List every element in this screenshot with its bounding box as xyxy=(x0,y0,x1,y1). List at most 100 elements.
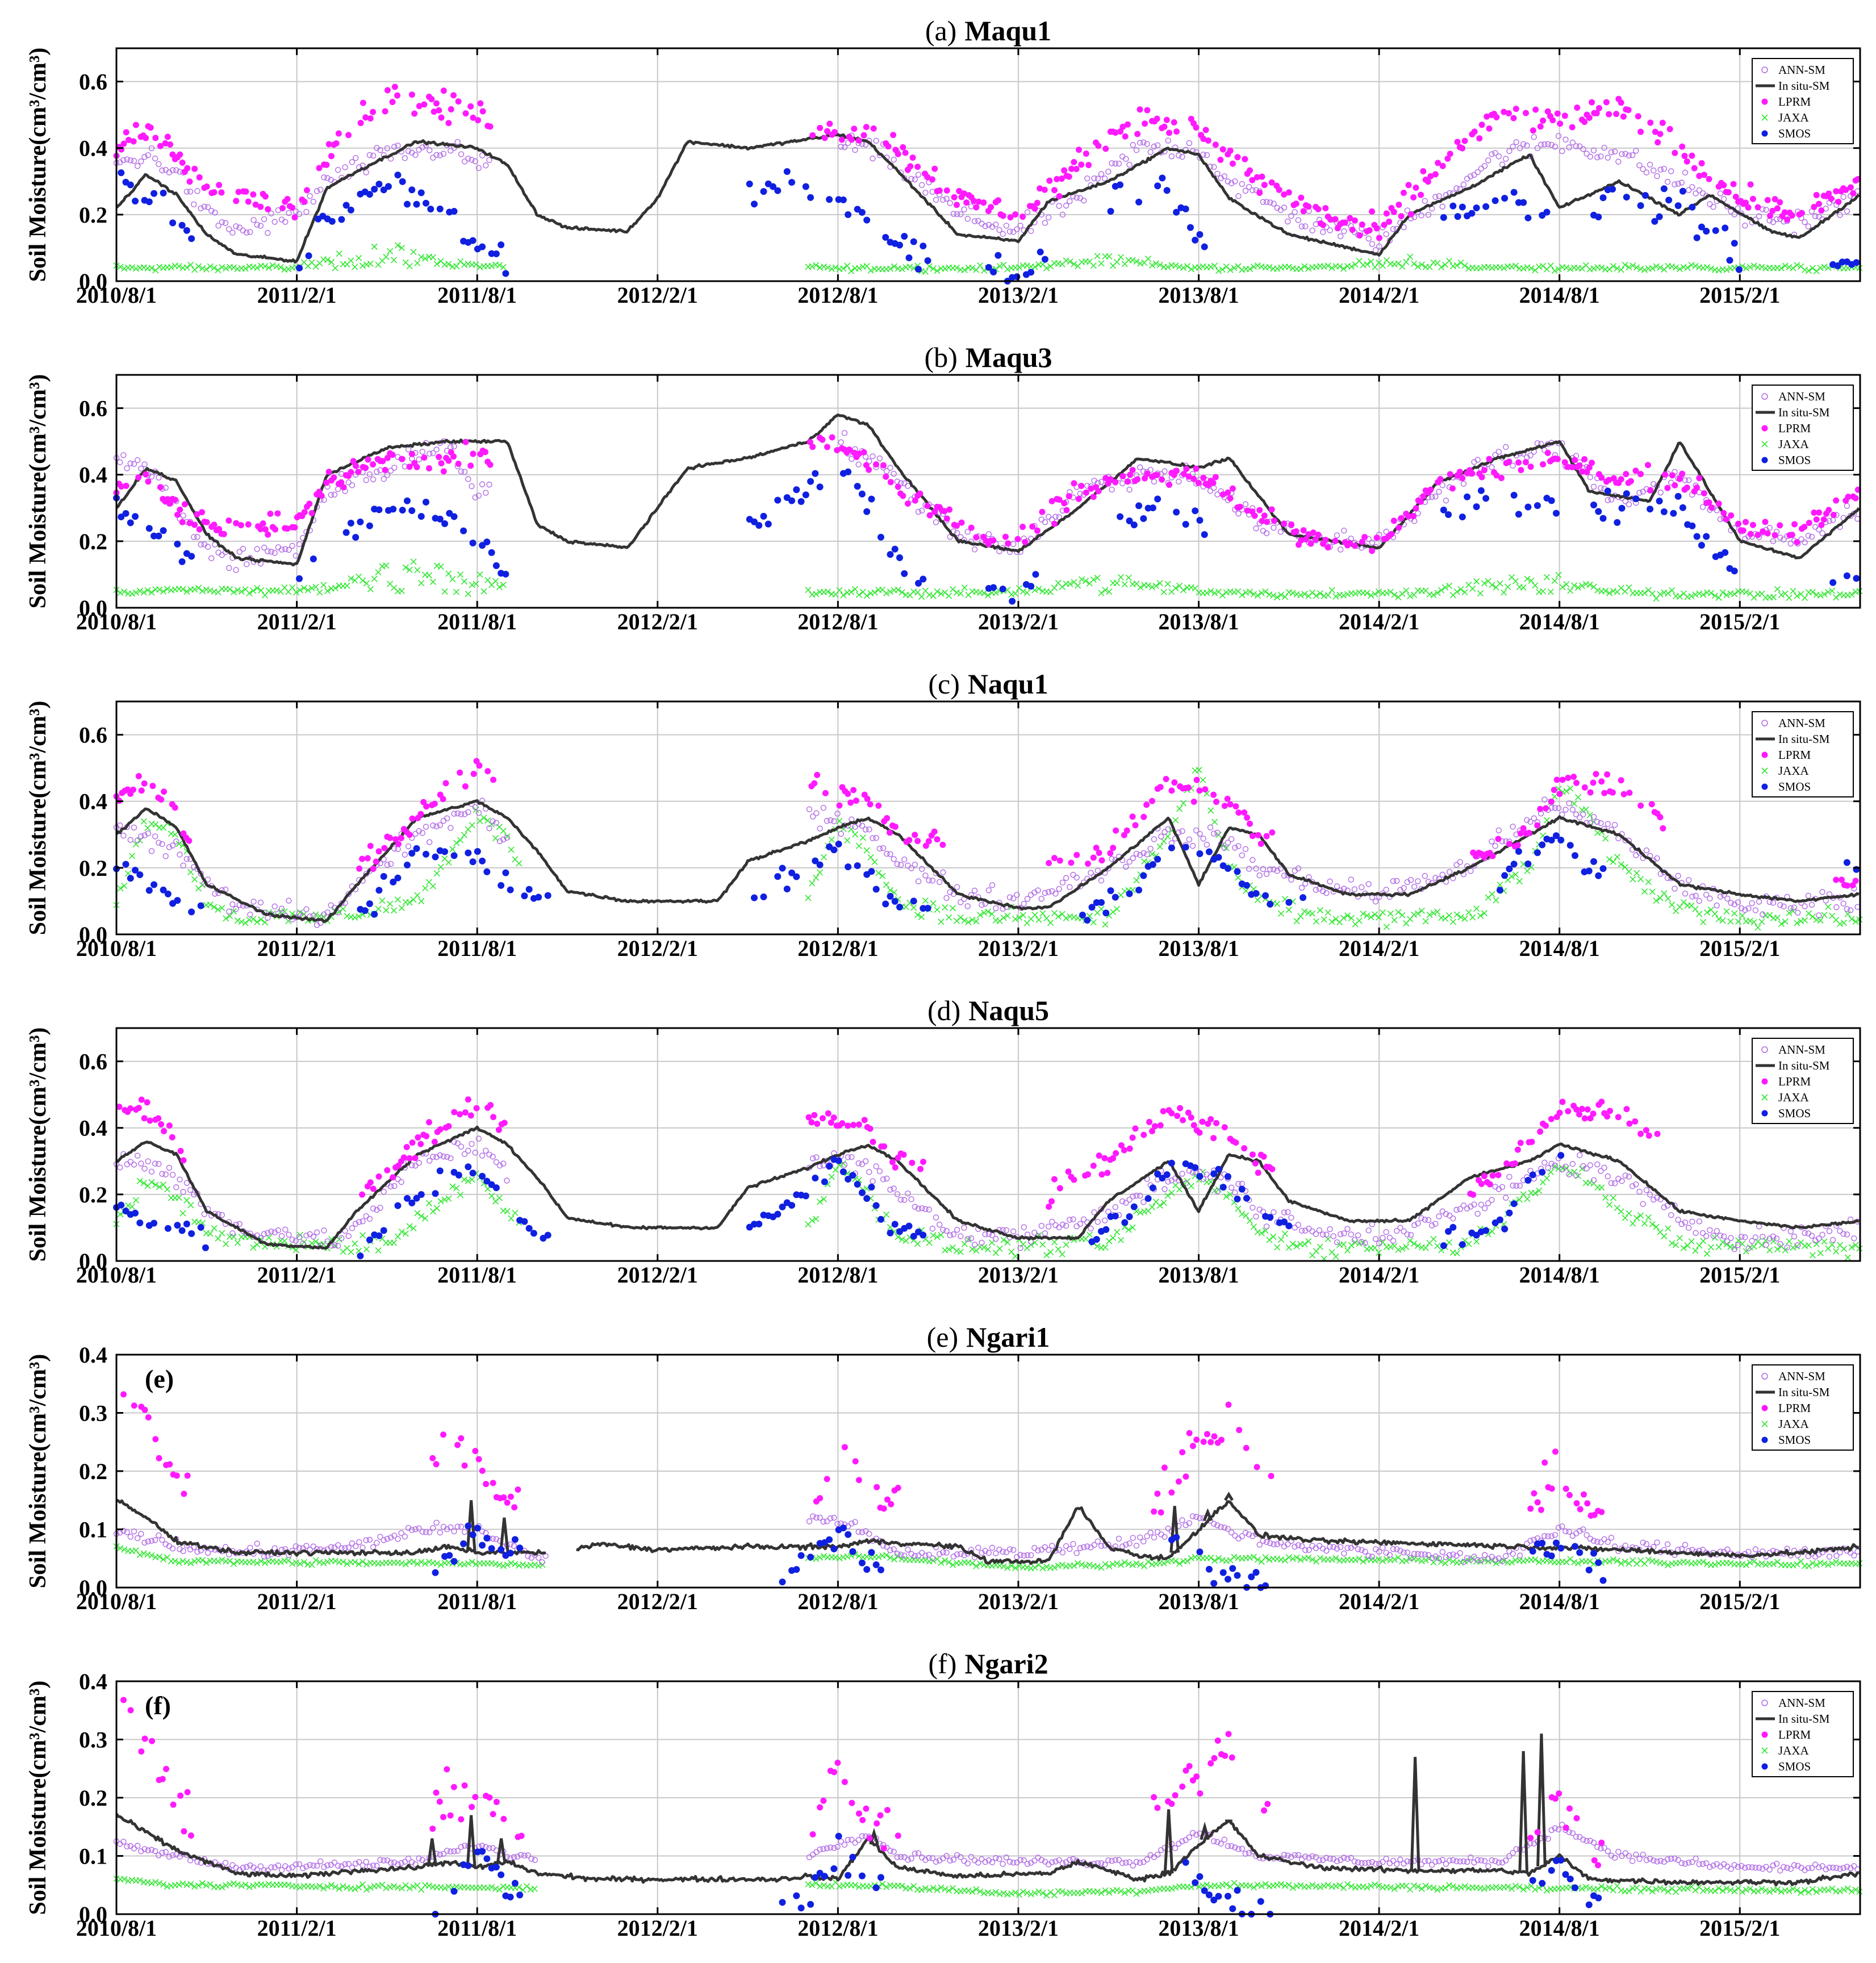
lprm-point xyxy=(438,114,445,121)
ann-sm-point xyxy=(1428,494,1435,500)
lprm-point xyxy=(462,1109,469,1116)
ann-sm-point xyxy=(1207,487,1214,494)
lprm-point xyxy=(1542,805,1549,812)
jaxa-point xyxy=(1661,589,1668,596)
jaxa-point xyxy=(1172,262,1179,269)
jaxa-point xyxy=(1489,582,1495,588)
jaxa-point xyxy=(1379,909,1386,916)
lprm-point xyxy=(1132,822,1139,829)
ann-sm-point xyxy=(1566,144,1572,151)
smos-point xyxy=(1834,262,1841,269)
smos-point xyxy=(483,538,491,546)
jaxa-point xyxy=(500,828,507,834)
lprm-point xyxy=(1332,537,1339,544)
jaxa-point xyxy=(1731,591,1738,598)
smos-point xyxy=(891,1221,899,1228)
lprm-point xyxy=(1447,471,1453,478)
lprm-point xyxy=(218,189,225,196)
ann-sm-point xyxy=(1210,164,1217,170)
jaxa-point xyxy=(1293,591,1300,598)
smos-point xyxy=(127,875,134,882)
ann-sm-point xyxy=(1485,157,1491,164)
smos-point xyxy=(1130,1203,1138,1210)
jaxa-point xyxy=(371,243,378,250)
lprm-point xyxy=(1046,177,1053,184)
smos-point xyxy=(1679,187,1686,195)
smos-point xyxy=(863,1194,871,1202)
lprm-point xyxy=(1112,479,1119,486)
lprm-point xyxy=(328,153,335,160)
lprm-point xyxy=(1505,110,1512,116)
jaxa-point xyxy=(1445,582,1452,589)
lprm-point xyxy=(1708,504,1715,511)
lprm-point xyxy=(1694,485,1700,491)
jaxa-point xyxy=(352,264,358,270)
lprm-point xyxy=(1126,1145,1133,1152)
smos-point xyxy=(760,188,767,195)
lprm-point xyxy=(1056,1185,1063,1192)
lprm-point xyxy=(1161,123,1168,130)
lprm-point xyxy=(470,770,477,777)
legend-marker-lprm xyxy=(1761,98,1768,105)
lprm-point xyxy=(1012,211,1019,218)
jaxa-point xyxy=(1481,580,1488,587)
ann-sm-point xyxy=(1513,139,1519,145)
legend-label: In situ-SM xyxy=(1778,732,1830,746)
jaxa-point xyxy=(1090,919,1097,926)
lprm-point xyxy=(284,195,291,202)
lprm-point xyxy=(1581,456,1588,463)
ann-sm-point xyxy=(282,219,289,225)
y-axis-label: Soil Moisture(cm³/cm³) xyxy=(25,374,51,609)
lprm-point xyxy=(120,140,127,147)
ann-sm-point xyxy=(363,477,369,483)
smos-point xyxy=(1186,224,1194,231)
lprm-point xyxy=(345,132,352,139)
lprm-point xyxy=(1020,524,1026,531)
lprm-point xyxy=(895,483,901,490)
smos-point xyxy=(1623,490,1630,498)
smos-point xyxy=(1140,515,1147,523)
jaxa-point xyxy=(1360,911,1367,917)
jaxa-point xyxy=(1379,262,1386,269)
smos-point xyxy=(1102,909,1110,917)
smos-point xyxy=(1154,855,1161,863)
jaxa-point xyxy=(1399,912,1406,918)
ann-sm-point xyxy=(180,512,186,519)
lprm-point xyxy=(1232,1139,1239,1146)
jaxa-point xyxy=(477,817,483,825)
lprm-point xyxy=(1224,795,1231,802)
ann-sm-point xyxy=(268,210,274,217)
lprm-point xyxy=(1561,112,1568,119)
lprm-point xyxy=(1202,786,1209,793)
insitu-line xyxy=(115,133,1860,264)
ann-sm-point xyxy=(148,473,155,480)
ann-sm-point xyxy=(940,197,946,203)
lprm-point xyxy=(1643,1127,1649,1134)
lprm-point xyxy=(1305,531,1312,538)
lprm-point xyxy=(1777,199,1783,206)
jaxa-point xyxy=(1301,908,1308,914)
lprm-point xyxy=(990,537,997,544)
jaxa-point xyxy=(258,916,265,923)
lprm-point xyxy=(1764,530,1771,537)
lprm-point xyxy=(1549,117,1556,124)
lprm-point xyxy=(1478,122,1485,128)
smos-point xyxy=(1595,508,1602,515)
jaxa-point xyxy=(254,584,261,591)
lprm-point xyxy=(457,1111,463,1118)
lprm-point xyxy=(1129,466,1136,473)
lprm-point xyxy=(1257,841,1264,847)
lprm-point xyxy=(1427,173,1434,179)
legend-marker-smos xyxy=(1761,457,1768,463)
lprm-point xyxy=(1540,117,1547,124)
series-jaxa xyxy=(113,558,1863,602)
ann-sm-point xyxy=(440,151,447,157)
lprm-point xyxy=(884,815,891,821)
lprm-point xyxy=(1647,119,1654,126)
ann-sm-point xyxy=(1798,536,1804,542)
smos-point xyxy=(417,189,425,197)
lprm-point xyxy=(1654,139,1661,146)
lprm-point xyxy=(130,138,137,145)
lprm-point xyxy=(169,1134,176,1141)
